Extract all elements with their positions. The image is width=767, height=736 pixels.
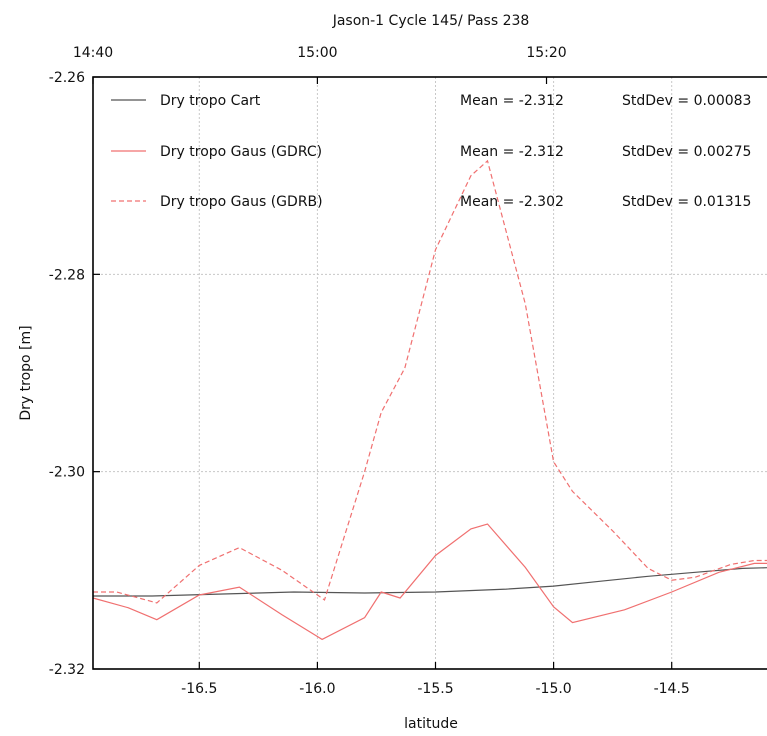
top-time-label: 14:40: [73, 45, 113, 61]
legend-stddev: StdDev = 0.01315: [622, 194, 751, 210]
plot-frame: [92, 76, 767, 670]
top-time-label: 15:00: [297, 45, 337, 61]
series-line: [92, 523, 767, 641]
legend-stddev: StdDev = 0.00083: [622, 93, 751, 109]
y-tick-label: -2.30: [49, 465, 85, 481]
x-tick-labels: -16.5 -16.0 -15.5 -15.0 -14.5: [181, 681, 690, 697]
y-axis-label: Dry tropo [m]: [18, 325, 34, 420]
chart-title: Jason-1 Cycle 145/ Pass 238: [332, 13, 530, 29]
legend-mean: Mean = -2.312: [460, 93, 564, 109]
series-lines: [92, 159, 767, 641]
grid-lines: [93, 77, 767, 669]
tick-marks: [92, 76, 673, 670]
y-tick-label: -2.32: [49, 662, 85, 678]
top-time-labels: 14:40 15:00 15:20: [73, 45, 567, 61]
top-time-label: 15:20: [526, 45, 566, 61]
legend-label: Dry tropo Gaus (GDRB): [160, 194, 323, 210]
legend-mean: Mean = -2.302: [460, 194, 564, 210]
legend-label: Dry tropo Gaus (GDRC): [160, 144, 322, 160]
x-tick-label: -16.0: [299, 681, 335, 697]
series-line: [93, 159, 767, 604]
x-tick-label: -16.5: [181, 681, 217, 697]
x-tick-label: -15.5: [417, 681, 453, 697]
series-line: [93, 567, 767, 597]
x-tick-label: -15.0: [535, 681, 571, 697]
y-tick-label: -2.26: [49, 70, 85, 86]
y-tick-label: -2.28: [49, 267, 85, 283]
x-tick-label: -14.5: [654, 681, 690, 697]
legend-mean: Mean = -2.312: [460, 144, 564, 160]
legend-stddev: StdDev = 0.00275: [622, 144, 751, 160]
y-tick-labels: -2.32 -2.30 -2.28 -2.26: [49, 70, 85, 678]
x-axis-label: latitude: [404, 716, 458, 732]
legend-label: Dry tropo Cart: [160, 93, 261, 109]
legend: Dry tropo Cart Mean = -2.312 StdDev = 0.00…: [111, 93, 751, 210]
